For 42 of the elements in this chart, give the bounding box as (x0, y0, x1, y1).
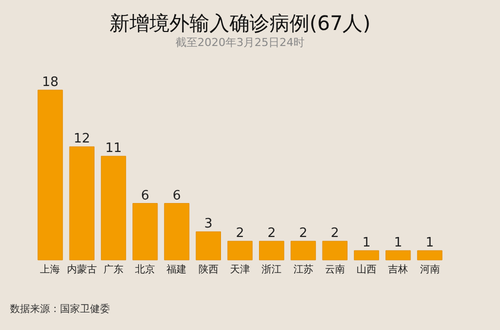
data-label: 1 (426, 236, 434, 251)
data-label: 11 (105, 141, 122, 156)
x-tick-label: 云南 (324, 264, 345, 276)
x-tick-label: 陕西 (198, 264, 218, 276)
x-tick-label: 天津 (230, 264, 250, 276)
data-label: 2 (330, 226, 340, 242)
data-label: 18 (42, 75, 59, 90)
x-tick-label: 广东 (103, 264, 124, 276)
source-note: 数据来源：国家卫健委 (10, 302, 110, 316)
data-label: 6 (172, 188, 181, 204)
chart-title: 新增境外输入确诊病例(67人) (109, 11, 371, 35)
bar (322, 240, 348, 260)
chart-subtitle: 截至2020年3月25日24时 (176, 36, 304, 49)
x-tick-label: 浙江 (262, 264, 282, 276)
bar (290, 240, 316, 260)
bar (196, 231, 221, 260)
data-label: 1 (394, 236, 402, 251)
x-tick-label: 河南 (420, 264, 440, 276)
bar (100, 156, 126, 260)
bar (417, 250, 442, 260)
x-tick-label: 福建 (166, 264, 187, 276)
x-tick-label: 内蒙古 (66, 264, 97, 276)
bar (69, 146, 94, 260)
x-tick-label: 江苏 (293, 264, 314, 276)
bar (386, 250, 411, 260)
bar (164, 203, 190, 260)
x-tick-label: 北京 (135, 264, 156, 276)
data-label: 1 (362, 236, 371, 251)
x-tick-label: 上海 (40, 264, 60, 276)
data-label: 12 (74, 132, 90, 147)
data-label: 2 (299, 226, 308, 242)
data-label: 3 (204, 216, 213, 232)
x-tick-label: 吉林 (388, 264, 408, 276)
bar (227, 240, 253, 260)
data-label: 2 (267, 226, 276, 242)
data-label: 2 (236, 226, 244, 242)
bar (38, 90, 63, 260)
bar (259, 240, 284, 260)
bar (132, 203, 158, 260)
x-tick-label: 山西 (356, 264, 377, 276)
data-label: 6 (140, 188, 150, 204)
bar (354, 250, 380, 260)
